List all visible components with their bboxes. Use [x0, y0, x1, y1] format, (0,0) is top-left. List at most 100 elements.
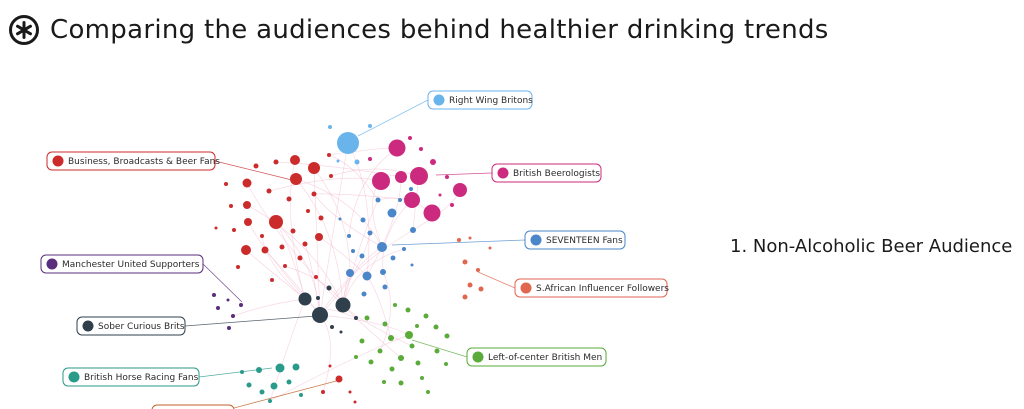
network-node: [404, 192, 420, 208]
network-node: [445, 175, 449, 179]
network-node: [354, 316, 358, 320]
legend-pill-sober[interactable]: Sober Curious Brits: [76, 316, 186, 336]
network-node: [239, 303, 243, 307]
network-node: [433, 324, 439, 330]
network-node: [214, 226, 218, 230]
network-node: [415, 324, 419, 328]
network-node: [409, 343, 415, 349]
legend-swatch: [82, 320, 94, 332]
network-node: [410, 167, 428, 185]
legend-pill-seventeen[interactable]: SEVENTEEN Fans: [524, 230, 626, 250]
network-node: [232, 228, 236, 232]
page-header: Comparing the audiences behind healthier…: [8, 14, 829, 46]
network-edge: [372, 180, 383, 248]
legend-pill-leftcenter[interactable]: Left-of-center British Men: [466, 347, 607, 367]
network-node: [315, 233, 323, 241]
network-node: [316, 296, 320, 300]
network-edge: [342, 248, 405, 306]
network-node: [359, 253, 365, 259]
network-edge: [295, 178, 383, 248]
network-node: [330, 325, 334, 329]
network-node: [297, 255, 303, 261]
network-edge: [313, 167, 321, 316]
network-node: [244, 218, 252, 226]
network-node: [364, 315, 370, 321]
network-edge: [347, 142, 370, 277]
legend-pill-beerologists[interactable]: British Beerologists: [491, 163, 602, 183]
network-node: [268, 399, 272, 403]
network-edge: [232, 298, 306, 317]
network-node: [419, 147, 423, 151]
network-node: [382, 380, 386, 384]
network-edge: [319, 314, 331, 393]
network-node: [259, 389, 265, 395]
legend-leader-line: [391, 239, 526, 246]
network-node: [390, 255, 396, 261]
network-node: [308, 162, 320, 174]
network-node: [279, 244, 285, 250]
legend-label: British Horse Racing Fans: [84, 373, 199, 383]
network-node: [329, 174, 333, 178]
legend-swatch: [497, 167, 509, 179]
network-node: [377, 348, 383, 354]
legend-label: S.African Influencer Followers: [536, 284, 669, 294]
network-nodes: [212, 124, 492, 404]
network-node: [266, 188, 272, 194]
legend-swatch: [472, 351, 484, 363]
network-node: [351, 249, 355, 253]
network-node: [368, 359, 374, 365]
network-node: [375, 197, 381, 203]
legend-pills: Right Wing Britons Business, Broadcasts &…: [40, 90, 669, 409]
network-node: [229, 204, 233, 208]
legend-label: Right Wing Britons: [449, 96, 533, 106]
network-node: [405, 331, 413, 339]
legend-pill-clipped: [151, 404, 235, 409]
network-node: [261, 246, 269, 254]
network-node: [359, 338, 365, 344]
network-node: [270, 278, 274, 282]
network-edge: [304, 243, 321, 316]
network-node: [398, 355, 404, 361]
legend-leader-line: [435, 172, 493, 176]
network-node: [327, 153, 331, 157]
network-edge: [318, 236, 368, 277]
legend-pill-business[interactable]: Business, Broadcasts & Beer Fans: [46, 151, 220, 171]
network-edge: [319, 142, 349, 316]
legend-pill-manutd[interactable]: Manchester United Supporters: [40, 254, 204, 274]
legend-pill-right_wing[interactable]: Right Wing Britons: [427, 90, 533, 110]
legend-label: Sober Curious Brits: [98, 322, 185, 332]
network-node: [410, 263, 414, 267]
network-edge: [313, 167, 351, 274]
legend-leader-line: [477, 271, 516, 289]
legend-swatch: [433, 94, 445, 106]
network-node: [302, 241, 308, 247]
legend-pill-horseracing[interactable]: British Horse Racing Fans: [62, 367, 200, 387]
network-edge: [382, 199, 413, 273]
legend-pill-safrican[interactable]: S.African Influencer Followers: [514, 278, 669, 298]
network-node: [360, 217, 366, 223]
network-node: [270, 382, 278, 390]
network-node: [273, 159, 279, 165]
network-edges: [232, 142, 461, 402]
network-node: [224, 182, 228, 186]
network-node: [326, 285, 332, 291]
legend-leader-line: [202, 263, 243, 303]
network-node: [314, 275, 318, 279]
network-node: [389, 366, 395, 372]
network-node: [450, 203, 454, 207]
network-node: [348, 390, 352, 394]
network-node: [393, 303, 397, 307]
network-node: [368, 124, 372, 128]
audience-label: 1. Non-Alcoholic Beer Audience: [730, 236, 1013, 257]
network-node: [321, 390, 325, 394]
network-node: [395, 171, 407, 183]
network-node: [387, 208, 397, 218]
network-node: [212, 293, 216, 297]
network-node: [408, 136, 412, 140]
network-edge: [246, 204, 344, 306]
network-node: [286, 379, 292, 385]
network-node: [476, 268, 480, 272]
network-edge: [245, 249, 306, 300]
network-edge: [261, 235, 306, 300]
